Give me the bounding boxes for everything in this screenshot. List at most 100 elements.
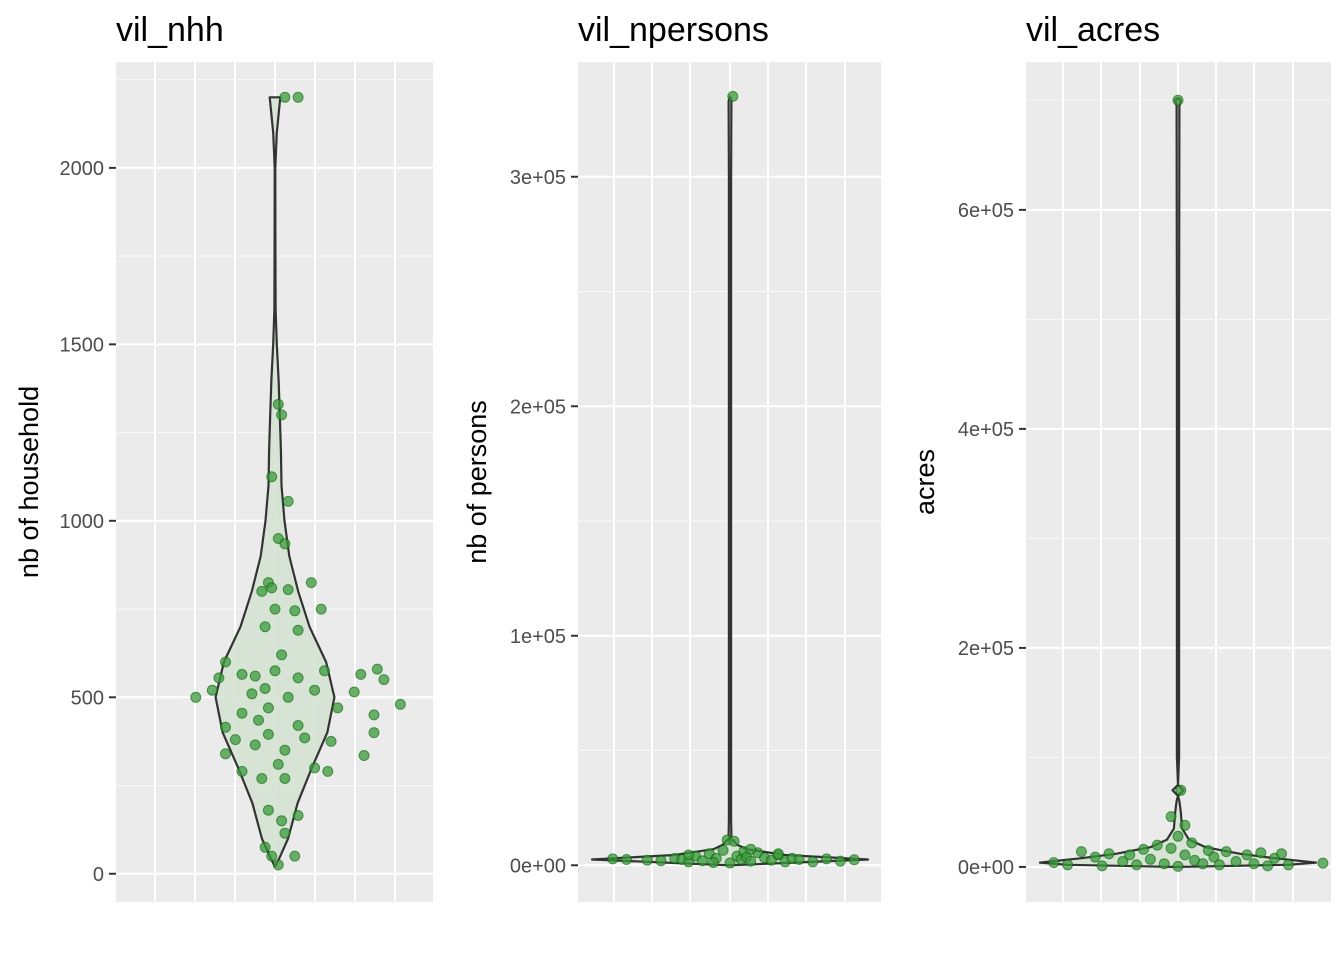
data-point xyxy=(1197,858,1209,870)
data-point xyxy=(1172,94,1184,106)
y-axis: 0e+00 1e+05 2e+05 3e+05 xyxy=(510,167,578,877)
data-point xyxy=(276,815,288,827)
data-point xyxy=(282,495,294,507)
data-point xyxy=(1208,851,1220,863)
data-point xyxy=(253,714,264,726)
data-point xyxy=(220,721,231,733)
data-point xyxy=(807,856,819,868)
data-point xyxy=(279,773,291,784)
data-point xyxy=(793,854,805,865)
data-point xyxy=(696,855,708,867)
data-point xyxy=(378,674,390,686)
data-point xyxy=(279,91,291,103)
data-point xyxy=(276,409,288,421)
panel-title: vil_acres xyxy=(1026,11,1160,49)
data-point xyxy=(262,804,274,816)
data-point xyxy=(305,577,317,589)
y-tick-label: 0e+00 xyxy=(510,855,566,877)
data-point xyxy=(1165,811,1177,823)
data-point xyxy=(821,853,833,865)
data-point xyxy=(292,810,304,821)
data-point xyxy=(213,672,225,684)
panel-title: vil_nhh xyxy=(116,11,224,49)
data-point xyxy=(289,605,301,617)
data-point xyxy=(236,668,248,680)
data-point xyxy=(229,734,241,746)
data-point xyxy=(727,90,739,102)
y-tick-label: 6e+05 xyxy=(958,200,1014,222)
data-point xyxy=(621,854,632,865)
data-point xyxy=(834,855,846,867)
data-point xyxy=(279,827,291,839)
jitter-points xyxy=(190,91,406,871)
data-point xyxy=(190,691,202,703)
panel-vil-npersons: 0e+00 1e+05 2e+05 3e+05 vil_npersons nb of … xyxy=(462,11,881,902)
y-tick-label: 1000 xyxy=(60,511,105,533)
data-point xyxy=(1172,860,1184,872)
data-point xyxy=(707,857,719,868)
data-point xyxy=(607,853,619,865)
y-axis-label: acres xyxy=(910,449,940,515)
data-point xyxy=(266,850,278,862)
data-point xyxy=(292,720,304,731)
data-point xyxy=(1172,830,1184,842)
data-point xyxy=(206,684,218,696)
data-point xyxy=(1230,856,1242,867)
data-point xyxy=(1151,839,1163,851)
data-point xyxy=(1165,842,1177,854)
data-point xyxy=(1179,819,1191,831)
data-point xyxy=(279,538,291,550)
y-axis-label: nb of persons xyxy=(462,400,492,564)
data-point xyxy=(745,843,757,855)
data-point xyxy=(1117,856,1129,867)
data-point xyxy=(272,398,284,410)
data-point xyxy=(1276,848,1287,860)
y-tick-label: 500 xyxy=(71,687,104,709)
jitter-points xyxy=(607,90,860,869)
data-point xyxy=(276,649,288,661)
data-point xyxy=(1220,846,1232,858)
data-point xyxy=(1282,859,1294,871)
data-point xyxy=(355,668,367,680)
data-point xyxy=(368,709,380,721)
data-point xyxy=(683,849,695,861)
data-point xyxy=(309,684,321,696)
data-point xyxy=(236,765,248,777)
panel-vil-acres: 0e+00 2e+05 4e+05 6e+05 vil_acres acres xyxy=(910,11,1331,902)
data-point xyxy=(1241,849,1253,861)
data-point xyxy=(1048,857,1060,869)
data-point xyxy=(655,855,667,867)
data-point xyxy=(745,855,757,867)
data-point xyxy=(1138,843,1149,855)
data-point xyxy=(299,732,311,744)
data-point xyxy=(315,603,327,615)
data-point xyxy=(371,663,383,675)
y-tick-label: 0 xyxy=(93,864,104,886)
data-point xyxy=(266,471,278,483)
data-point xyxy=(282,584,294,596)
data-point xyxy=(1124,849,1136,861)
data-point xyxy=(1248,858,1260,870)
data-point xyxy=(259,683,271,694)
data-point xyxy=(1186,837,1198,849)
data-point xyxy=(368,727,380,739)
panel-title: vil_npersons xyxy=(578,11,769,49)
data-point xyxy=(1062,859,1074,871)
data-point xyxy=(236,707,248,719)
data-point xyxy=(269,665,281,677)
y-tick-label: 0e+00 xyxy=(958,857,1014,879)
data-point xyxy=(1213,859,1225,871)
data-point xyxy=(272,758,284,770)
data-point xyxy=(319,665,330,677)
data-point xyxy=(220,748,231,760)
data-point xyxy=(1144,853,1156,865)
data-point xyxy=(1103,848,1115,860)
data-point xyxy=(309,762,321,774)
data-point xyxy=(322,765,334,777)
data-point xyxy=(259,621,271,633)
data-point xyxy=(1255,847,1267,859)
data-point xyxy=(292,672,304,684)
data-point xyxy=(272,859,284,871)
data-point xyxy=(289,850,301,862)
